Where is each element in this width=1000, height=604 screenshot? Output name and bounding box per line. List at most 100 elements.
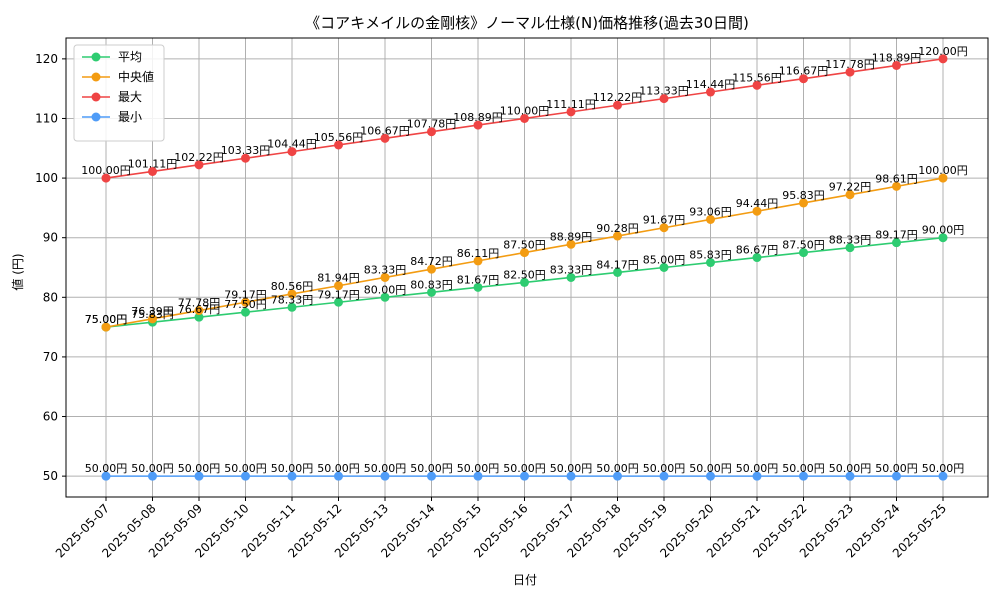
data-point — [520, 248, 529, 258]
data-label: 102.22円 — [174, 151, 224, 164]
data-label: 75.83円 — [131, 308, 174, 321]
data-label: 50.00円 — [131, 462, 174, 475]
data-point — [241, 297, 250, 307]
data-label: 107.78円 — [407, 118, 457, 131]
data-label: 116.67円 — [779, 65, 829, 78]
data-label: 82.50円 — [503, 268, 546, 281]
y-tick-label: 50 — [43, 469, 58, 483]
chart-title: 《コアキメイルの金剛核》ノーマル仕様(N)価格推移(過去30日間) — [305, 14, 749, 32]
data-point — [892, 238, 901, 248]
data-label: 50.00円 — [922, 462, 965, 475]
data-label: 93.06円 — [689, 205, 732, 218]
data-label: 120.00円 — [918, 45, 968, 58]
data-point — [427, 287, 436, 297]
data-point — [241, 307, 250, 317]
data-label: 77.78円 — [178, 297, 221, 310]
data-point — [101, 173, 111, 183]
data-label: 115.56円 — [732, 71, 782, 84]
data-label: 50.00円 — [643, 462, 686, 475]
data-point — [845, 67, 855, 77]
data-point — [892, 181, 901, 191]
data-label: 79.17円 — [317, 288, 360, 301]
data-point — [334, 471, 343, 481]
data-label: 83.33円 — [550, 263, 593, 276]
data-point — [380, 471, 390, 481]
data-point — [706, 87, 715, 97]
data-label: 100.00円 — [918, 164, 968, 177]
data-label: 100.00円 — [81, 164, 131, 177]
data-point — [799, 74, 808, 84]
data-label: 50.00円 — [85, 462, 128, 475]
data-point — [938, 54, 948, 64]
data-point — [473, 282, 483, 292]
data-point — [148, 314, 157, 324]
data-point — [613, 231, 622, 241]
data-point — [380, 133, 390, 143]
data-point — [566, 471, 576, 481]
data-label: 80.56円 — [271, 280, 314, 293]
data-label: 84.17円 — [596, 258, 639, 271]
data-label: 118.89円 — [872, 51, 922, 64]
data-label: 50.00円 — [875, 462, 918, 475]
data-label: 81.94円 — [317, 272, 360, 285]
data-label: 90.00円 — [922, 224, 965, 237]
data-label: 104.44円 — [267, 138, 317, 151]
data-label: 103.33円 — [221, 144, 271, 157]
data-point — [334, 297, 343, 307]
data-label: 89.17円 — [875, 229, 918, 242]
data-point — [101, 471, 111, 481]
data-point — [148, 471, 157, 481]
data-label: 50.00円 — [178, 462, 221, 475]
data-label: 76.39円 — [131, 305, 174, 318]
data-label: 50.00円 — [736, 462, 779, 475]
data-label: 87.50円 — [503, 239, 546, 252]
data-label: 75.00円 — [85, 313, 128, 326]
data-point — [334, 140, 343, 150]
series-group — [101, 54, 948, 481]
data-point — [520, 113, 529, 123]
data-label: 101.11円 — [128, 157, 178, 170]
data-label: 98.61円 — [875, 172, 918, 185]
data-labels: 75.00円 75.83円 76.67円 77.50円 78.33円 79.17円 80.0… — [81, 45, 968, 475]
data-label: 106.67円 — [360, 124, 410, 137]
data-point — [845, 190, 855, 200]
data-label: 94.44円 — [736, 197, 779, 210]
data-point — [287, 289, 297, 299]
legend-marker — [91, 92, 101, 102]
legend-marker — [91, 72, 101, 82]
data-point — [613, 267, 622, 277]
y-tick-label: 60 — [43, 410, 58, 424]
data-point — [101, 322, 111, 332]
data-label: 95.83円 — [782, 189, 825, 202]
data-point — [706, 258, 715, 268]
data-point — [380, 292, 390, 302]
y-tick-label: 110 — [35, 111, 58, 125]
data-point — [241, 471, 250, 481]
data-label: 91.67円 — [643, 214, 686, 227]
data-label: 108.89円 — [453, 111, 503, 124]
legend-marker — [91, 52, 101, 62]
data-label: 110.00円 — [500, 104, 550, 117]
data-label: 80.00円 — [364, 283, 407, 296]
y-tick-label: 80 — [43, 290, 58, 304]
data-point — [613, 471, 622, 481]
data-label: 50.00円 — [596, 462, 639, 475]
legend-label: 最小 — [118, 110, 142, 124]
data-point — [799, 198, 808, 208]
data-point — [659, 471, 669, 481]
data-label: 50.00円 — [224, 462, 267, 475]
data-point — [427, 264, 436, 274]
data-point — [473, 120, 483, 130]
x-axis-label: 日付 — [513, 573, 537, 587]
data-point — [566, 239, 576, 249]
data-label: 78.33円 — [271, 293, 314, 306]
data-label: 114.44円 — [686, 78, 736, 91]
data-label: 88.33円 — [829, 234, 872, 247]
y-tick-label: 100 — [35, 171, 58, 185]
data-label: 90.28円 — [596, 222, 639, 235]
data-point — [892, 471, 901, 481]
data-point — [799, 471, 808, 481]
data-point — [380, 272, 390, 282]
